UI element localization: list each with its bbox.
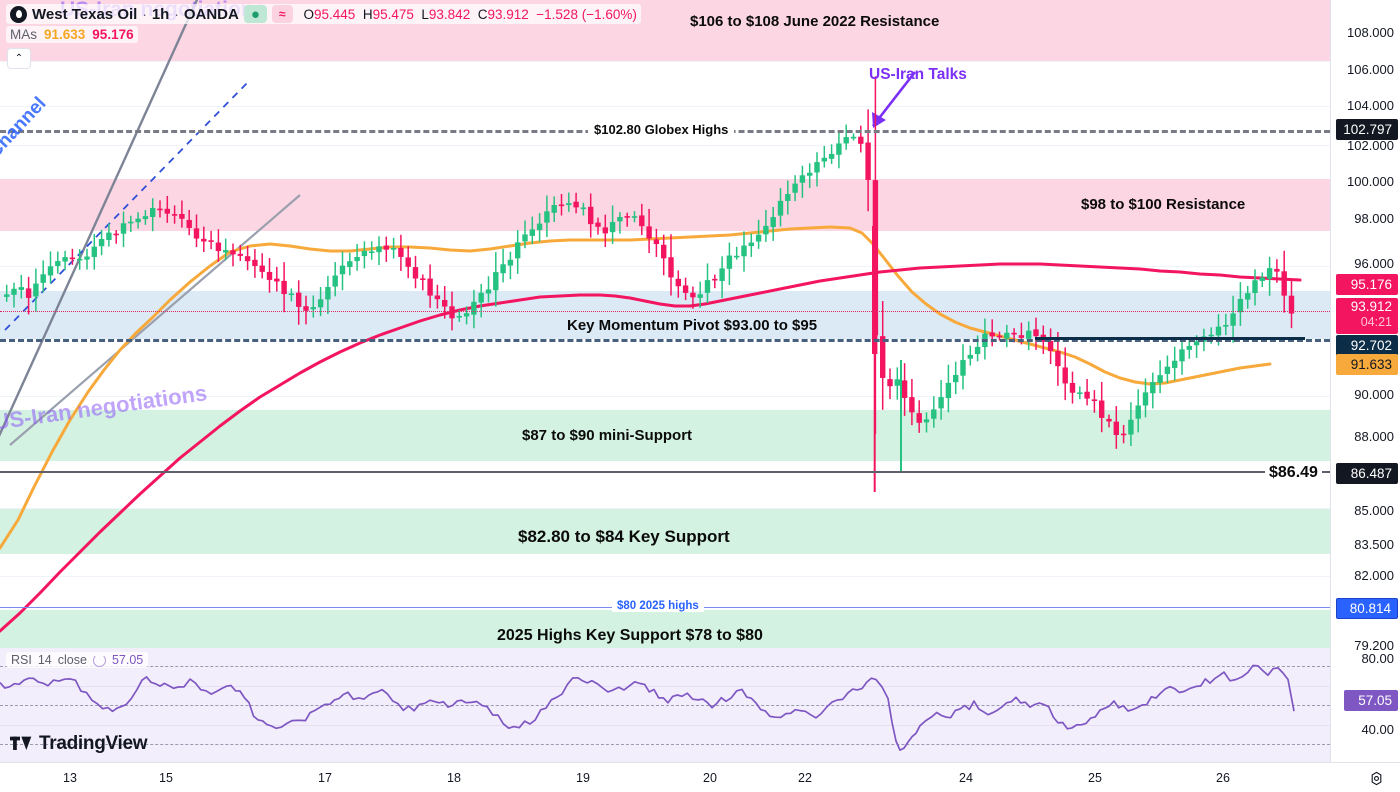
gridline — [0, 61, 1330, 62]
time-tick: 17 — [318, 771, 332, 785]
axis-tick: 79.200 — [1354, 638, 1394, 653]
axis-tick: 108.000 — [1347, 25, 1394, 40]
time-tick: 25 — [1088, 771, 1102, 785]
compare-icon[interactable]: ≈ — [271, 5, 293, 23]
last-price-value: 93.912 — [1350, 299, 1392, 314]
rsi-gridline — [0, 686, 1330, 687]
chart-legend[interactable]: West Texas Oil · 1h · OANDA ● ≈ O95.445 … — [6, 4, 641, 43]
axis-tick: 98.000 — [1354, 211, 1394, 226]
time-tick: 24 — [959, 771, 973, 785]
rsi-axis-top: 80.00 — [1361, 651, 1394, 666]
session-status-dot[interactable]: ● — [243, 5, 267, 23]
axis-badge-globex[interactable]: 102.797 — [1336, 119, 1398, 140]
gridline — [0, 106, 1330, 107]
gridline — [0, 576, 1330, 577]
label-resistance-98-100: $98 to $100 Resistance — [1081, 196, 1246, 213]
axis-tick: 90.000 — [1354, 387, 1394, 402]
rsi-value: 57.05 — [111, 653, 144, 667]
rsi-gridline — [0, 725, 1330, 726]
collapse-legend-button[interactable]: ⌃ — [7, 48, 31, 69]
tradingview-wordmark: TradingView — [39, 733, 148, 754]
rsi-name: RSI — [11, 653, 32, 667]
label-mini-support: $87 to $90 mini-Support — [522, 427, 693, 444]
gridline — [0, 145, 1330, 146]
rsi-indicator-pane[interactable]: RSI 14 close 57.05 Momentum turns — [0, 648, 1330, 762]
gear-icon[interactable] — [1369, 771, 1384, 786]
label-globex-highs: $102.80 Globex Highs — [588, 122, 735, 137]
label-key-support: $82.80 to $84 Key Support — [518, 527, 730, 546]
axis-tick: 100.000 — [1347, 174, 1394, 189]
axis-tick: 96.000 — [1354, 256, 1394, 271]
price-axis[interactable]: 108.000 106.000 104.000 102.000 100.000 … — [1330, 0, 1400, 762]
ohlc-l-value: 93.842 — [428, 6, 471, 22]
exchange-label[interactable]: OANDA — [183, 5, 239, 23]
tradingview-mark-icon — [10, 736, 32, 750]
ohlc-change: −1.528 (−1.60%) — [536, 6, 637, 22]
last-price-line — [0, 311, 1330, 312]
axis-badge-support-8649[interactable]: 86.487 — [1336, 463, 1398, 484]
rsi-axis-value-badge[interactable]: 57.05 — [1344, 690, 1398, 711]
time-axis[interactable]: 13 15 17 18 19 20 22 24 25 26 — [0, 762, 1400, 792]
axis-badge-ma-fast[interactable]: 91.633 — [1336, 354, 1398, 375]
rsi-legend[interactable]: RSI 14 close 57.05 — [6, 652, 149, 668]
time-tick: 15 — [159, 771, 173, 785]
ohlc-l-label: L — [421, 6, 429, 22]
time-tick: 22 — [798, 771, 812, 785]
ma-slow-value: 95.176 — [92, 27, 134, 42]
ohlc-o-value: 95.445 — [314, 6, 356, 22]
annotation-us-iran-talks: US-Iran Talks — [869, 66, 967, 83]
interval-label[interactable]: 1h — [151, 5, 170, 23]
time-tick: 20 — [703, 771, 717, 785]
tradingview-logo: TradingView — [10, 733, 148, 755]
label-resistance-106-108: $106 to $108 June 2022 Resistance — [690, 13, 940, 30]
ohlc-h-value: 95.475 — [372, 6, 414, 22]
rsi-axis-bottom: 40.00 — [1361, 722, 1394, 737]
axis-tick: 102.000 — [1347, 138, 1394, 153]
price-chart-pane[interactable]: $106 to $108 June 2022 Resistance $102.8… — [0, 0, 1330, 648]
gridline — [0, 266, 1330, 267]
label-momentum-pivot: Key Momentum Pivot $93.00 to $95 — [567, 317, 818, 334]
rsi-source: close — [57, 653, 87, 667]
symbol-name[interactable]: West Texas Oil — [32, 5, 138, 23]
ohlc-o-label: O — [303, 6, 315, 22]
mas-label: MAs — [10, 27, 37, 42]
rsi-level-40 — [0, 744, 1330, 745]
axis-badge-pivot[interactable]: 92.702 — [1336, 335, 1398, 356]
time-tick: 19 — [576, 771, 590, 785]
refresh-icon[interactable] — [92, 653, 106, 667]
axis-badge-ma-slow[interactable]: 95.176 — [1336, 274, 1398, 295]
ohlc-values: O95.445 H95.475 L93.842 C93.912 −1.528 (… — [304, 7, 637, 22]
rsi-length: 14 — [37, 653, 52, 667]
axis-tick: 85.000 — [1354, 503, 1394, 518]
us-iran-arrow-head — [872, 112, 886, 128]
axis-tick: 104.000 — [1347, 98, 1394, 113]
ohlc-c-value: 93.912 — [487, 6, 529, 22]
bar-countdown: 04:21 — [1360, 315, 1392, 329]
label-2025-highs-support: 2025 Highs Key Support $78 to $80 — [497, 627, 763, 644]
axis-badge-last-price[interactable]: 93.912 04:21 — [1336, 298, 1398, 334]
pivot-highlight-segment — [1035, 337, 1305, 340]
ma-fast-value: 91.633 — [44, 27, 86, 42]
ohlc-c-label: C — [477, 6, 488, 22]
axis-badge-highs-80[interactable]: 80.814 — [1336, 598, 1398, 619]
legend-separator: · — [142, 6, 147, 22]
axis-tick: 88.000 — [1354, 429, 1394, 444]
time-tick: 13 — [63, 771, 77, 785]
support-8649-line — [0, 471, 1330, 473]
label-80-2025-highs: $80 2025 highs — [612, 600, 704, 612]
rsi-level-80 — [0, 666, 1330, 667]
oil-drop-icon — [10, 5, 27, 23]
axis-tick: 82.000 — [1354, 568, 1394, 583]
axis-tick: 83.500 — [1354, 537, 1394, 552]
label-channel: Channel — [0, 93, 51, 163]
legend-separator-2: · — [174, 6, 179, 22]
time-tick: 26 — [1216, 771, 1230, 785]
momentum-pivot-line — [0, 339, 1330, 342]
time-tick: 18 — [447, 771, 461, 785]
label-price-8649: $86.49 — [1265, 464, 1322, 482]
axis-tick: 106.000 — [1347, 62, 1394, 77]
rsi-level-57 — [0, 705, 1330, 706]
ohlc-h-label: H — [362, 6, 373, 22]
